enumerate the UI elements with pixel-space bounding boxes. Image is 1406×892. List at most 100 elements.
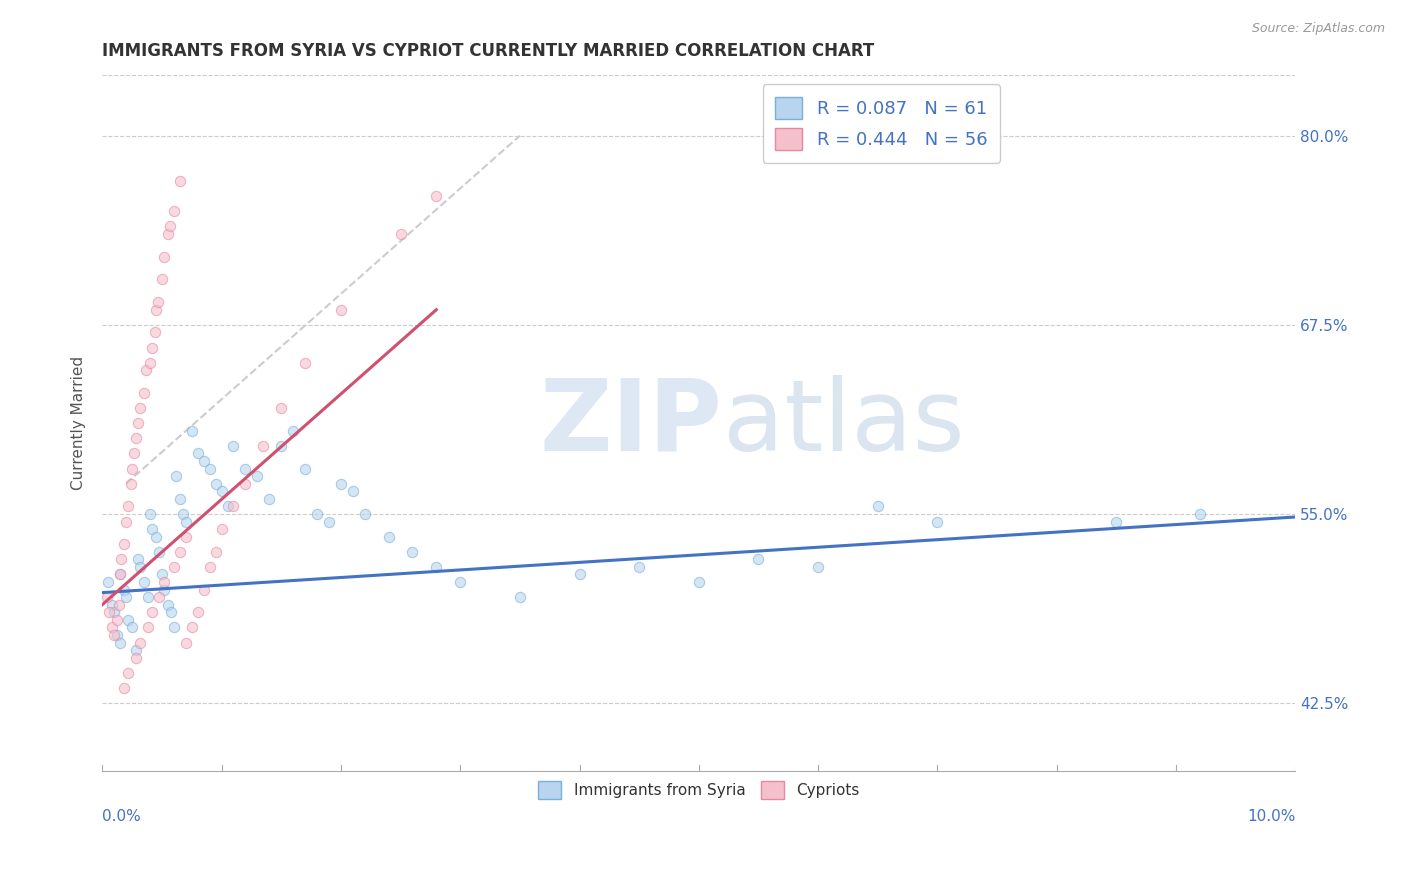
- Text: IMMIGRANTS FROM SYRIA VS CYPRIOT CURRENTLY MARRIED CORRELATION CHART: IMMIGRANTS FROM SYRIA VS CYPRIOT CURRENT…: [103, 42, 875, 60]
- Point: [145, 530, 167, 544]
- Point: [100, 598, 122, 612]
- Point: [425, 560, 447, 574]
- Point: [108, 567, 131, 582]
- Point: [139, 507, 162, 521]
- Point: [127, 552, 149, 566]
- Point: [148, 545, 170, 559]
- Point: [153, 250, 176, 264]
- Point: [180, 424, 202, 438]
- Point: [117, 500, 139, 514]
- Point: [129, 635, 152, 649]
- Point: [259, 491, 281, 506]
- Point: [115, 515, 138, 529]
- Text: 10.0%: 10.0%: [1247, 809, 1295, 824]
- Point: [688, 575, 710, 590]
- Point: [318, 515, 340, 529]
- Legend: Immigrants from Syria, Cypriots: Immigrants from Syria, Cypriots: [533, 774, 865, 805]
- Point: [163, 620, 186, 634]
- Point: [222, 500, 245, 514]
- Point: [141, 605, 163, 619]
- Point: [204, 545, 226, 559]
- Point: [211, 522, 233, 536]
- Point: [217, 500, 239, 514]
- Point: [509, 590, 531, 604]
- Point: [329, 302, 352, 317]
- Point: [159, 219, 181, 234]
- Point: [169, 174, 191, 188]
- Point: [193, 582, 215, 597]
- Point: [150, 272, 173, 286]
- Point: [294, 356, 316, 370]
- Point: [163, 204, 186, 219]
- Point: [198, 461, 221, 475]
- Point: [252, 439, 274, 453]
- Point: [222, 439, 245, 453]
- Point: [127, 416, 149, 430]
- Point: [112, 681, 135, 695]
- Point: [169, 545, 191, 559]
- Point: [148, 295, 170, 310]
- Point: [342, 484, 364, 499]
- Point: [160, 605, 183, 619]
- Point: [927, 515, 949, 529]
- Point: [866, 500, 889, 514]
- Point: [141, 522, 163, 536]
- Point: [281, 424, 304, 438]
- Point: [108, 567, 131, 582]
- Point: [807, 560, 830, 574]
- Y-axis label: Currently Married: Currently Married: [72, 356, 86, 491]
- Point: [329, 476, 352, 491]
- Point: [169, 491, 191, 506]
- Point: [97, 575, 120, 590]
- Point: [389, 227, 412, 241]
- Point: [187, 446, 209, 460]
- Point: [156, 598, 179, 612]
- Point: [145, 302, 167, 317]
- Point: [112, 582, 135, 597]
- Point: [135, 363, 157, 377]
- Text: 0.0%: 0.0%: [103, 809, 141, 824]
- Point: [115, 590, 138, 604]
- Point: [425, 189, 447, 203]
- Point: [165, 469, 187, 483]
- Point: [187, 605, 209, 619]
- Point: [747, 552, 769, 566]
- Point: [270, 401, 292, 415]
- Point: [129, 560, 152, 574]
- Point: [568, 567, 591, 582]
- Point: [105, 628, 128, 642]
- Point: [141, 341, 163, 355]
- Point: [129, 401, 152, 415]
- Point: [174, 530, 197, 544]
- Point: [124, 643, 146, 657]
- Point: [132, 385, 155, 400]
- Text: ZIP: ZIP: [540, 375, 723, 472]
- Point: [124, 431, 146, 445]
- Point: [117, 613, 139, 627]
- Point: [401, 545, 423, 559]
- Point: [246, 469, 269, 483]
- Point: [270, 439, 292, 453]
- Point: [132, 575, 155, 590]
- Point: [108, 598, 131, 612]
- Point: [121, 461, 143, 475]
- Point: [153, 582, 176, 597]
- Point: [121, 620, 143, 634]
- Point: [305, 507, 328, 521]
- Point: [112, 537, 135, 551]
- Point: [100, 620, 122, 634]
- Point: [156, 227, 179, 241]
- Point: [174, 635, 197, 649]
- Point: [105, 613, 128, 627]
- Point: [153, 575, 176, 590]
- Point: [174, 515, 197, 529]
- Point: [1188, 507, 1211, 521]
- Point: [124, 650, 146, 665]
- Point: [353, 507, 375, 521]
- Text: atlas: atlas: [723, 375, 965, 472]
- Point: [235, 461, 257, 475]
- Point: [148, 590, 170, 604]
- Point: [117, 665, 139, 680]
- Point: [377, 530, 399, 544]
- Point: [120, 476, 142, 491]
